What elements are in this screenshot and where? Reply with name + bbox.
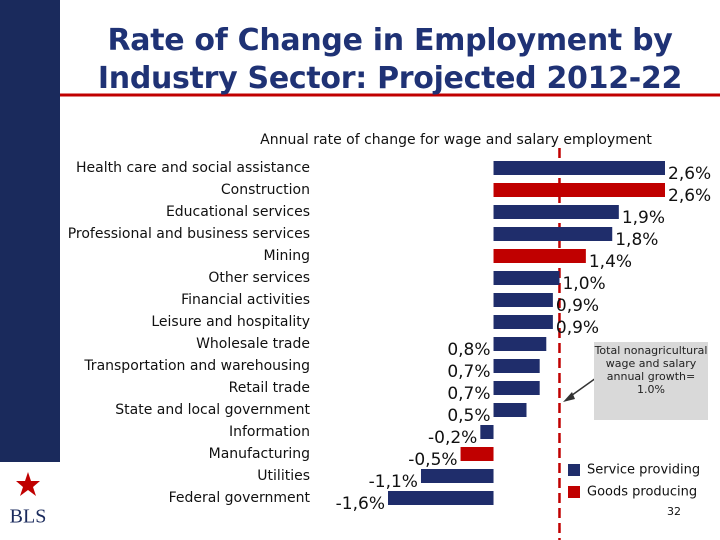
bar — [493, 381, 540, 395]
side-stripe — [0, 0, 60, 540]
category-label: Information — [229, 424, 310, 440]
bar — [460, 447, 494, 461]
bar — [493, 205, 619, 219]
category-label: Transportation and warehousing — [83, 358, 310, 374]
category-label: Federal government — [169, 490, 311, 506]
logo-star — [16, 472, 40, 496]
page-number: 32 — [667, 505, 681, 518]
category-label: Construction — [221, 182, 310, 198]
value-label: 0,9% — [556, 318, 599, 338]
category-label: Health care and social assistance — [76, 160, 310, 176]
value-label: 1,8% — [615, 230, 658, 250]
bar — [493, 271, 560, 285]
subtitle: Annual rate of change for wage and salar… — [260, 132, 652, 148]
category-label: Utilities — [257, 468, 310, 484]
value-label: 2,6% — [668, 186, 711, 206]
bar — [388, 491, 494, 505]
value-label: 1,4% — [589, 252, 632, 272]
legend-label: Service providing — [587, 463, 700, 478]
bar — [493, 403, 527, 417]
bar — [493, 337, 547, 351]
logo-text: BLS — [10, 506, 47, 528]
value-label: -1,6% — [336, 494, 385, 514]
category-label: State and local government — [115, 402, 310, 418]
category-label: Manufacturing — [209, 446, 310, 462]
value-label: 2,6% — [668, 164, 711, 184]
category-label: Other services — [208, 270, 310, 286]
value-label: 1,9% — [622, 208, 665, 228]
legend-label: Goods producing — [587, 485, 697, 500]
value-label: -0,5% — [408, 450, 457, 470]
category-label: Financial activities — [181, 292, 310, 308]
legend-swatch — [568, 464, 580, 476]
arrow-head — [563, 392, 575, 402]
category-label: Professional and business services — [68, 226, 310, 242]
category-label: Educational services — [166, 204, 310, 220]
category-label: Mining — [264, 248, 311, 264]
category-label: Leisure and hospitality — [151, 314, 310, 330]
value-label: 0,7% — [447, 362, 490, 382]
bar — [493, 249, 586, 263]
value-label: 1,0% — [562, 274, 605, 294]
value-label: -1,1% — [369, 472, 418, 492]
value-label: 0,5% — [447, 406, 490, 426]
title: Rate of Change in Employment by Industry… — [97, 23, 683, 96]
bar — [493, 227, 613, 241]
logo-area — [0, 462, 60, 540]
category-label: Wholesale trade — [196, 336, 310, 352]
value-label: 0,8% — [447, 340, 490, 360]
bar — [493, 161, 665, 175]
value-label: 0,7% — [447, 384, 490, 404]
bar — [493, 293, 553, 307]
bar — [493, 315, 553, 329]
bar — [493, 183, 665, 197]
bar — [493, 359, 540, 373]
legend-swatch — [568, 486, 580, 498]
bar — [420, 469, 494, 483]
value-label: 0,9% — [556, 296, 599, 316]
annotation: Total nonagricultural wage and salary an… — [594, 342, 708, 420]
category-label: Retail trade — [229, 380, 310, 396]
bar — [480, 425, 494, 439]
value-label: -0,2% — [428, 428, 477, 448]
